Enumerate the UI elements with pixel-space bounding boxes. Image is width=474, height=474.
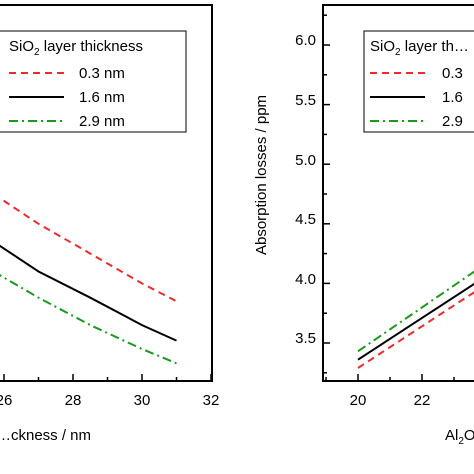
right-xlabel-sub: 2	[458, 436, 464, 447]
right-ticks	[323, 14, 455, 381]
legend-entry-1-6nm: 1.6 nm	[79, 89, 125, 106]
right-xlabel-rest: O…	[464, 427, 474, 444]
legend-title-rest: layer thickness	[40, 38, 143, 55]
left-x-tick-label: 30	[134, 392, 151, 409]
legend-entry-2-9nm: 2.9 nm	[79, 113, 125, 130]
right-legend-box	[363, 30, 474, 133]
left-plot-frame	[0, 4, 213, 382]
right-legend-entry-1-6: 1.6	[442, 89, 463, 106]
right-legend: SiO2 layer th… 0.3 1.6 2.9	[363, 30, 474, 133]
legend-title-sub: 2	[395, 47, 401, 58]
right-xlabel-main: Al	[445, 427, 458, 444]
right-x-axis-label: Al2O…	[445, 427, 474, 447]
left-series-line-1	[0, 244, 177, 342]
right-y-tick-label: 4.0	[295, 271, 316, 288]
left-x-ticks	[3, 374, 212, 381]
left-series-line-2	[0, 274, 177, 365]
right-x-tick-label: 22	[414, 392, 431, 409]
legend-title-sub: 2	[34, 47, 40, 58]
legend-title-main: SiO	[9, 38, 34, 55]
right-legend-title: SiO2 layer th…	[370, 38, 469, 58]
right-series-line-0	[357, 291, 474, 369]
legend-title-rest: layer th…	[401, 38, 469, 55]
legend-title-main: SiO	[370, 38, 395, 55]
right-series-line-2	[357, 270, 474, 353]
right-x-tick-label: 20	[350, 392, 367, 409]
right-series-line-1	[357, 282, 474, 361]
left-x-tick-label: 28	[65, 392, 82, 409]
right-legend-entry-0-3: 0.3	[442, 65, 463, 82]
right-y-axis-label: Absorption losses / ppm	[253, 95, 270, 255]
left-x-axis-label: …ckness / nm	[0, 427, 91, 444]
right-series-lines	[357, 270, 474, 369]
right-y-tick-label: 5.0	[295, 152, 316, 169]
right-plot-frame	[322, 4, 474, 382]
legend-entry-0-3nm: 0.3 nm	[79, 65, 125, 82]
right-y-tick-label: 5.5	[295, 92, 316, 109]
left-x-tick-label: 32	[203, 392, 220, 409]
right-panel: 3.5 4.0 4.5 5.0 5.5 6.0 20 22 Absorption…	[253, 4, 474, 447]
left-x-tick-label: 26	[0, 392, 12, 409]
left-series-lines	[0, 197, 177, 365]
left-series-line-0	[0, 197, 177, 303]
left-legend-title: SiO2 layer thickness	[9, 38, 143, 58]
left-panel: 26 28 30 32 …ckness / nm SiO2 layer thic…	[0, 4, 220, 444]
right-y-tick-label: 3.5	[295, 330, 316, 347]
right-y-tick-label: 4.5	[295, 211, 316, 228]
left-legend-box	[0, 30, 187, 133]
right-y-tick-label: 6.0	[295, 32, 316, 49]
right-legend-entry-2-9: 2.9	[442, 113, 463, 130]
left-legend: SiO2 layer thickness 0.3 nm 1.6 nm 2.9 n…	[0, 30, 187, 133]
